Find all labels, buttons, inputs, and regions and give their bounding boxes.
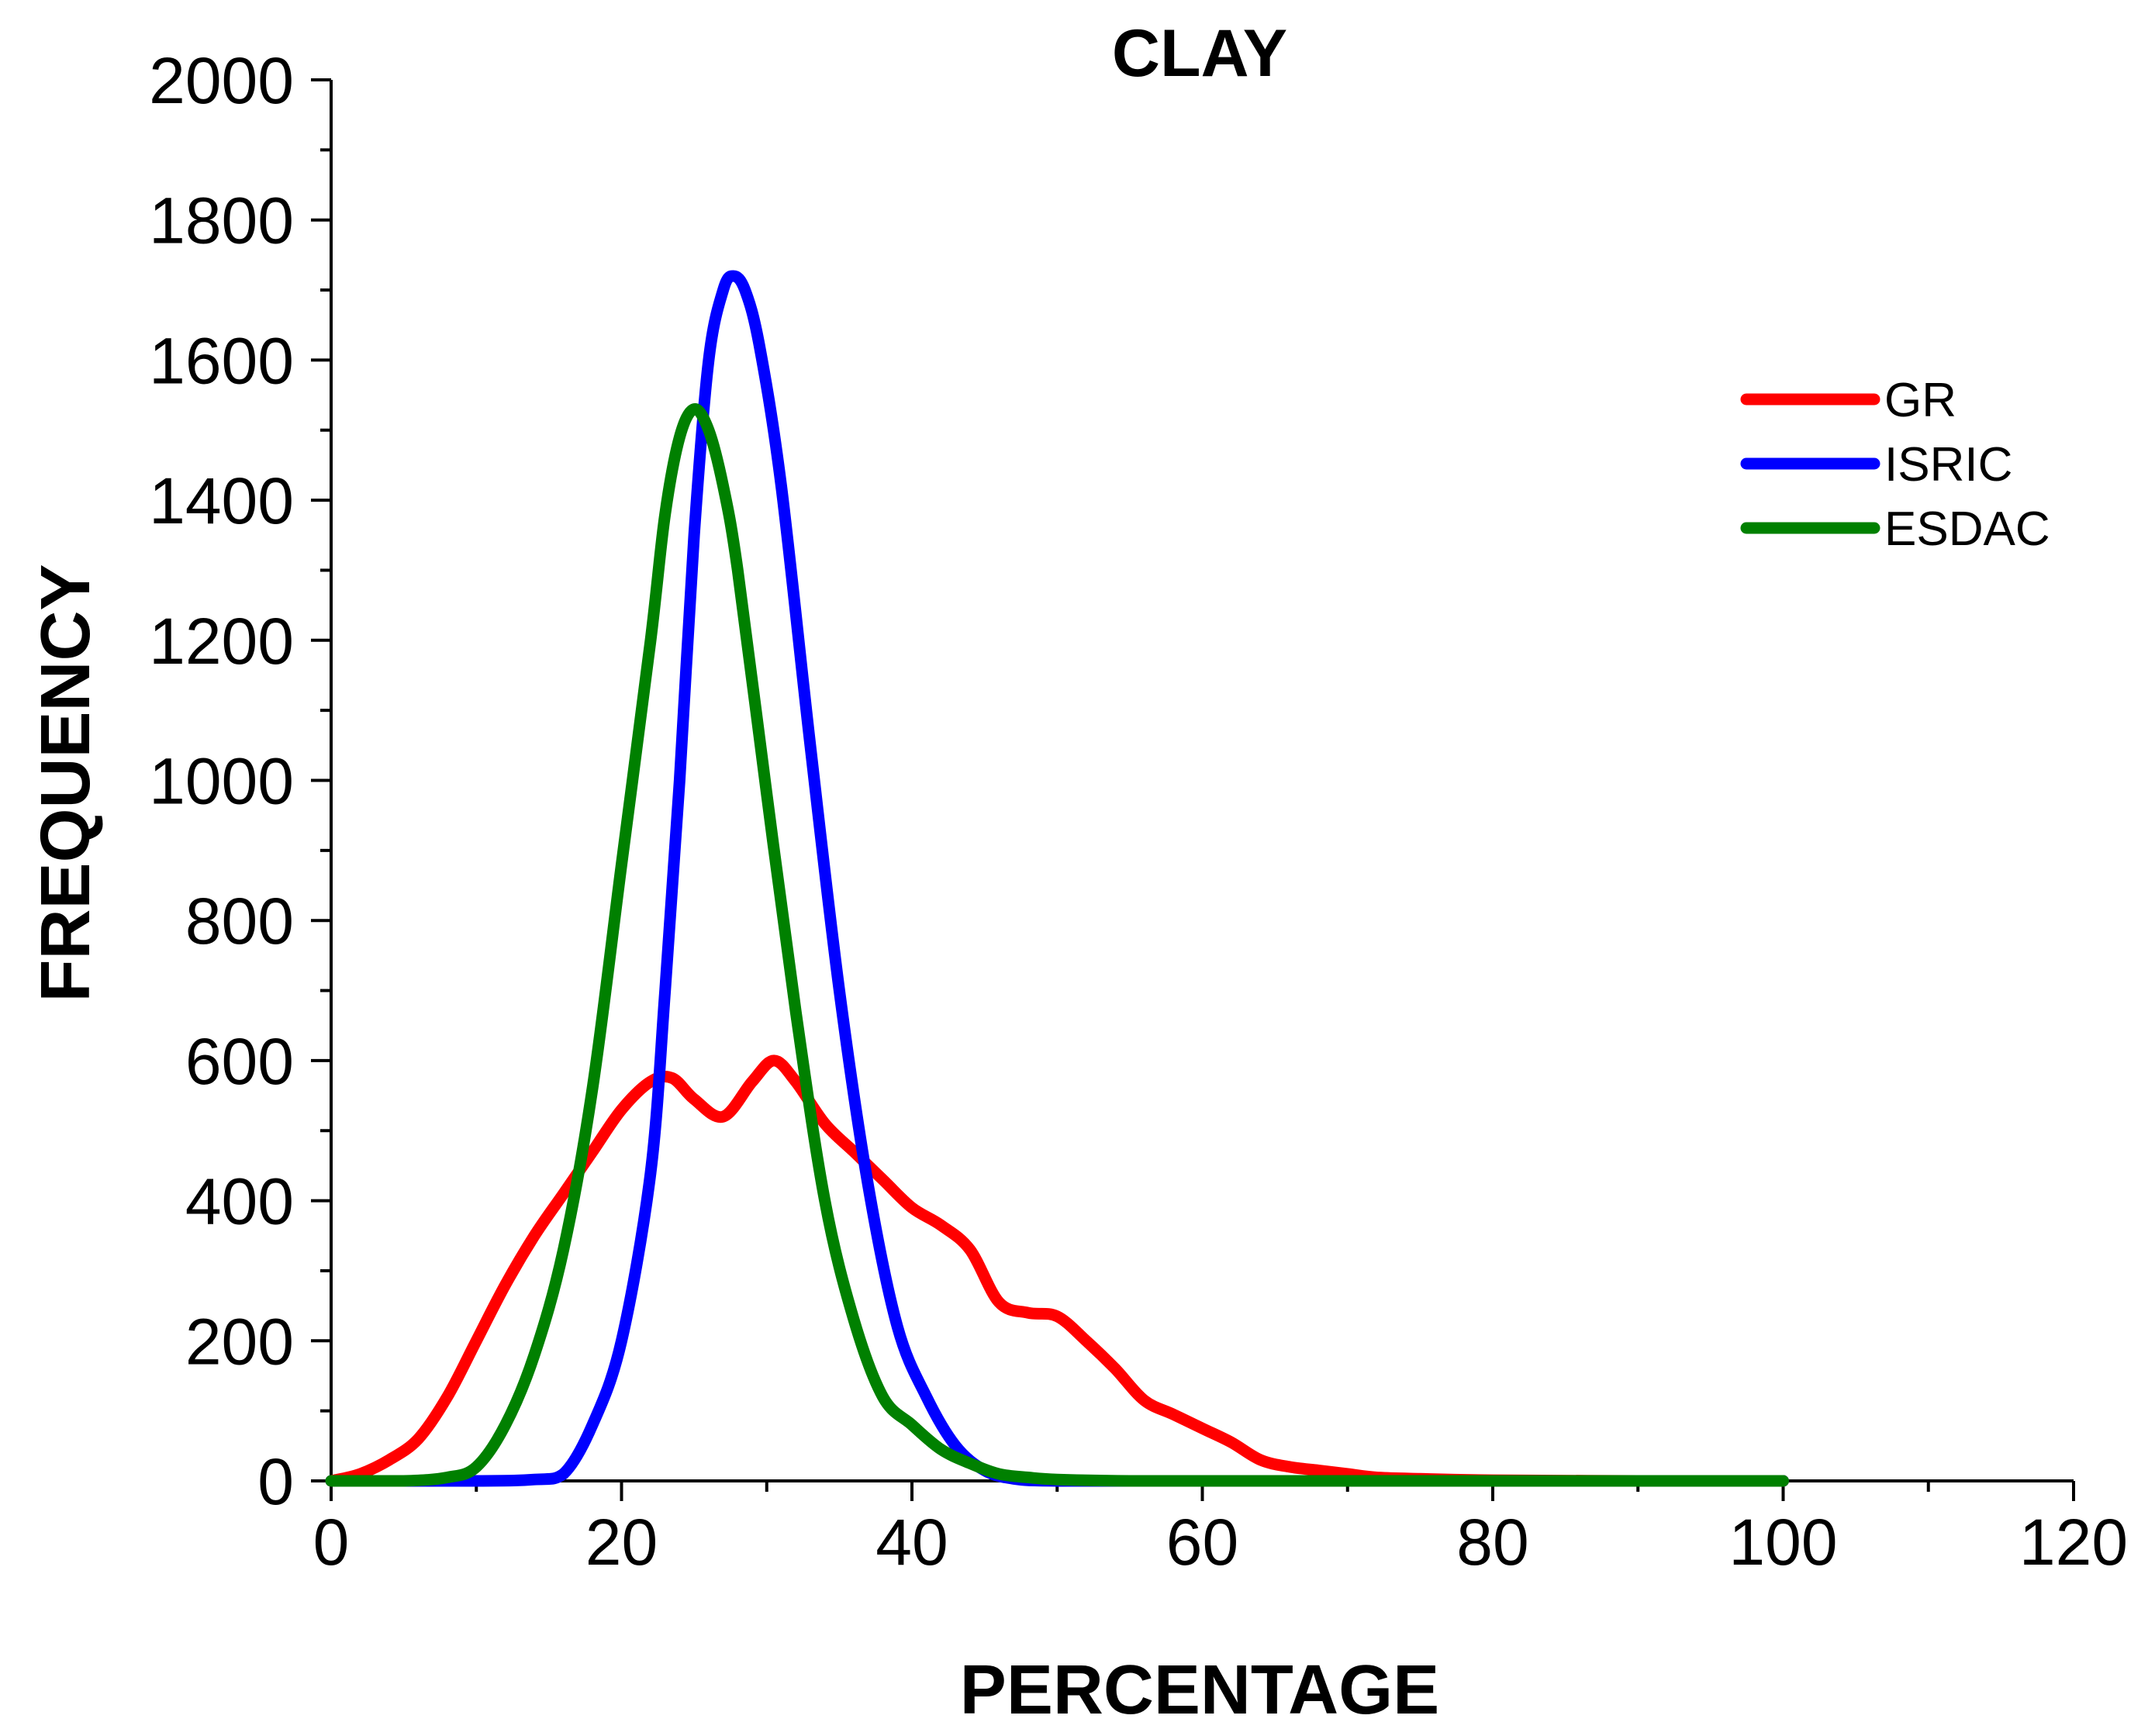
x-tick-label: 60 bbox=[1166, 1506, 1238, 1579]
y-tick-label: 1800 bbox=[149, 185, 294, 257]
plot-lines bbox=[325, 270, 1789, 1487]
x-tick-label: 100 bbox=[1728, 1506, 1837, 1579]
y-tick-label: 600 bbox=[185, 1025, 294, 1098]
x-tick-label: 80 bbox=[1456, 1506, 1528, 1579]
x-tick-label: 20 bbox=[585, 1506, 658, 1579]
y-tick-label: 200 bbox=[185, 1305, 294, 1378]
y-tick-label: 1600 bbox=[149, 324, 294, 397]
y-tick-label: 1200 bbox=[149, 605, 294, 678]
chart-title: CLAY bbox=[1112, 16, 1287, 91]
x-axis-title: PERCENTAGE bbox=[960, 1651, 1439, 1729]
y-tick-label: 800 bbox=[185, 885, 294, 958]
y-axis: 0 200 400 600 800 1000 1200 1400 1600 1800 2000 bbox=[149, 44, 333, 1518]
x-tick-label: 40 bbox=[875, 1506, 948, 1579]
x-tick-label: 120 bbox=[2019, 1506, 2128, 1579]
legend-label-isric: ISRIC bbox=[1884, 438, 2012, 492]
y-tick-label: 0 bbox=[257, 1445, 294, 1518]
series-line-gr bbox=[325, 1054, 1789, 1487]
legend-label-gr: GR bbox=[1884, 374, 1956, 427]
x-tick-label: 0 bbox=[313, 1506, 350, 1579]
x-axis: 0 20 40 60 80 100 120 bbox=[313, 1479, 2128, 1579]
series-line-esdac bbox=[325, 403, 1789, 1487]
y-tick-label: 2000 bbox=[149, 44, 294, 117]
legend-label-esdac: ESDAC bbox=[1884, 502, 2050, 556]
y-tick-label: 400 bbox=[185, 1165, 294, 1238]
y-tick-label: 1400 bbox=[149, 464, 294, 537]
legend: GR ISRIC ESDAC bbox=[1740, 374, 2050, 556]
y-tick-label: 1000 bbox=[149, 745, 294, 818]
y-axis-title: FREQUENCY bbox=[27, 564, 105, 1002]
